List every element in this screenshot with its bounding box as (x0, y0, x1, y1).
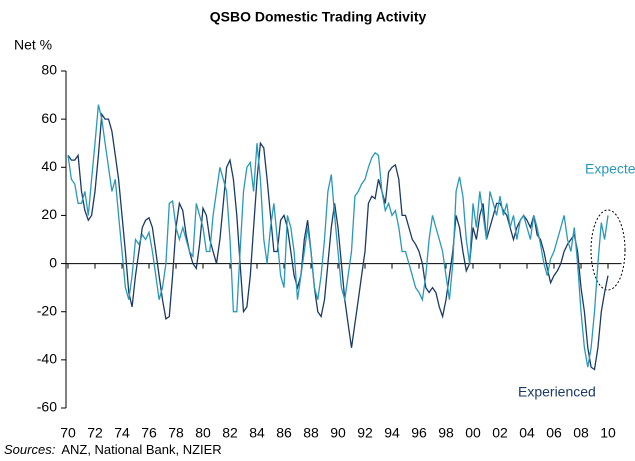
y-tick-label: 60 (41, 110, 57, 126)
x-tick-label: 96 (411, 425, 427, 441)
x-tick-label: 08 (573, 425, 589, 441)
y-tick-label: 80 (41, 62, 57, 78)
series-line (67, 112, 609, 371)
x-tick-label: 84 (249, 425, 265, 441)
x-tick-label: 94 (384, 425, 400, 441)
x-tick-label: 90 (330, 425, 346, 441)
series-line (67, 104, 609, 368)
x-tick-label: 06 (546, 425, 562, 441)
highlight-ellipse (590, 209, 626, 291)
y-axis-label: Net % (14, 37, 52, 53)
chart-title: QSBO Domestic Trading Activity (210, 9, 427, 25)
x-tick-label: 76 (141, 425, 157, 441)
source-label: Sources: (4, 442, 56, 457)
y-tick-label: 0 (49, 254, 57, 270)
x-tick-label: 04 (519, 425, 535, 441)
x-tick-label: 72 (87, 425, 103, 441)
x-tick-label: 00 (465, 425, 481, 441)
source: Sources: ANZ, National Bank, NZIER (4, 442, 222, 457)
annotation: Experienced (518, 384, 596, 400)
x-tick-label: 86 (276, 425, 292, 441)
x-tick-label: 74 (114, 425, 130, 441)
x-tick-label: 92 (357, 425, 373, 441)
x-tick-label: 02 (492, 425, 508, 441)
x-tick-label: 88 (303, 425, 319, 441)
y-tick-label: 40 (41, 158, 57, 174)
x-tick-label: 80 (195, 425, 211, 441)
x-tick-label: 98 (438, 425, 454, 441)
source-text: ANZ, National Bank, NZIER (61, 442, 221, 457)
y-tick-label: -40 (37, 351, 57, 367)
y-tick-label: 20 (41, 206, 57, 222)
y-tick-label: -60 (37, 399, 57, 415)
annotation: Expected (585, 161, 635, 177)
x-tick-label: 82 (222, 425, 238, 441)
x-tick-label: 70 (60, 425, 76, 441)
y-tick-label: -20 (37, 302, 57, 318)
x-tick-label: 10 (600, 425, 616, 441)
x-tick-label: 78 (168, 425, 184, 441)
